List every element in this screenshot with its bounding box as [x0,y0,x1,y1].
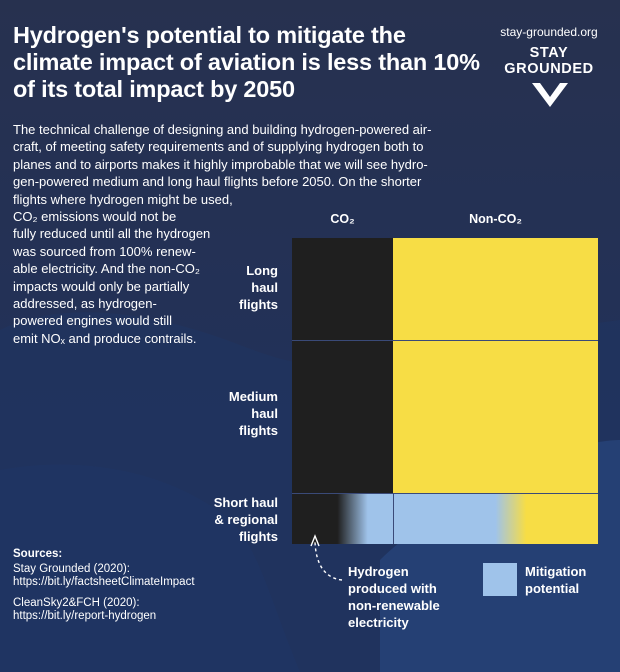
intro-line: craft, of meeting safety requirements an… [13,139,424,155]
intro-line: able electricity. And the non-CO₂ [13,261,200,277]
grid-line [393,494,394,544]
row-label-line: Medium [228,389,278,404]
row-label-long-haul: Long haul flights [178,262,278,313]
source-url[interactable]: https://bit.ly/factsheetClimateImpact [13,576,195,588]
column-header-non-co2: Non-CO₂ [469,212,522,226]
column-header-co2: CO₂ [330,212,355,226]
row-label-line: flights [239,529,278,544]
intro-line: addressed, as hydrogen- [13,296,157,312]
row-label-line: haul [251,280,278,295]
brand-logo-line2: GROUNDED [504,61,594,77]
legend-hydrogen-line: non-renewable [348,598,440,613]
v-chevron-icon [532,83,568,107]
row-label-line: Short haul [213,495,278,510]
intro-line: The technical challenge of designing and… [13,122,432,137]
source-name: Stay Grounded (2020): [13,562,130,575]
legend-hydrogen: Hydrogen produced with non-renewable ele… [348,563,440,631]
intro-line: emit NOₓ and produce contrails. [13,330,197,346]
legend-mitigation-swatch [483,563,517,596]
row-label-line: flights [239,423,278,438]
intro-text: The technical challenge of designing and… [13,121,431,347]
intro-line: was sourced from 100% renew- [13,243,196,259]
website-link[interactable]: stay-grounded.org [500,25,598,39]
legend-hydrogen-line: electricity [348,615,409,630]
source-url[interactable]: https://bit.ly/report-hydrogen [13,610,157,622]
row-label-medium-haul: Medium haul flights [178,388,278,439]
legend-hydrogen-line: Hydrogen [348,564,409,579]
intro-line: fully reduced until all the hydrogen [13,226,211,242]
row-label-short-haul: Short haul & regional flights [178,494,278,545]
cell-medium-haul-non-co2 [393,341,598,493]
intro-line: flights where hydrogen might be used, [13,191,233,207]
row-label-line: haul [251,406,278,421]
page-title: Hydrogen's potential to mitigate the cli… [13,22,480,102]
grid-line [292,493,598,494]
legend-mitigation-line: potential [525,581,580,596]
intro-line: planes and to airports makes it highly i… [13,156,428,172]
cell-medium-haul-co2 [292,341,393,493]
legend-hydrogen-line: produced with [348,581,437,596]
cell-short-haul-non-co2 [393,494,598,544]
grid-line [292,340,598,341]
row-label-line: flights [239,297,278,312]
row-label-line: Long [246,263,278,278]
cell-long-haul-non-co2 [393,238,598,340]
row-label-line: & regional [214,512,278,527]
intro-line: gen-powered medium and long haul flights… [13,174,422,190]
intro-line: powered engines would still [13,313,172,329]
sources-heading: Sources: [13,548,63,560]
brand-logo: STAY GROUNDED [490,45,608,77]
dashed-arrow-icon [310,534,343,581]
source-name: CleanSky2&FCH (2020): [13,596,140,609]
cell-long-haul-co2 [292,238,393,340]
sources: Sources: Stay Grounded (2020): https://b… [13,548,195,624]
legend-mitigation: Mitigation potential [525,563,586,597]
cell-short-haul-co2 [292,494,393,544]
intro-line: impacts would only be partially [13,278,190,294]
brand-logo-line1: STAY [529,45,569,61]
intro-line: CO₂ emissions would not be [13,209,177,225]
legend-mitigation-line: Mitigation [525,564,587,579]
